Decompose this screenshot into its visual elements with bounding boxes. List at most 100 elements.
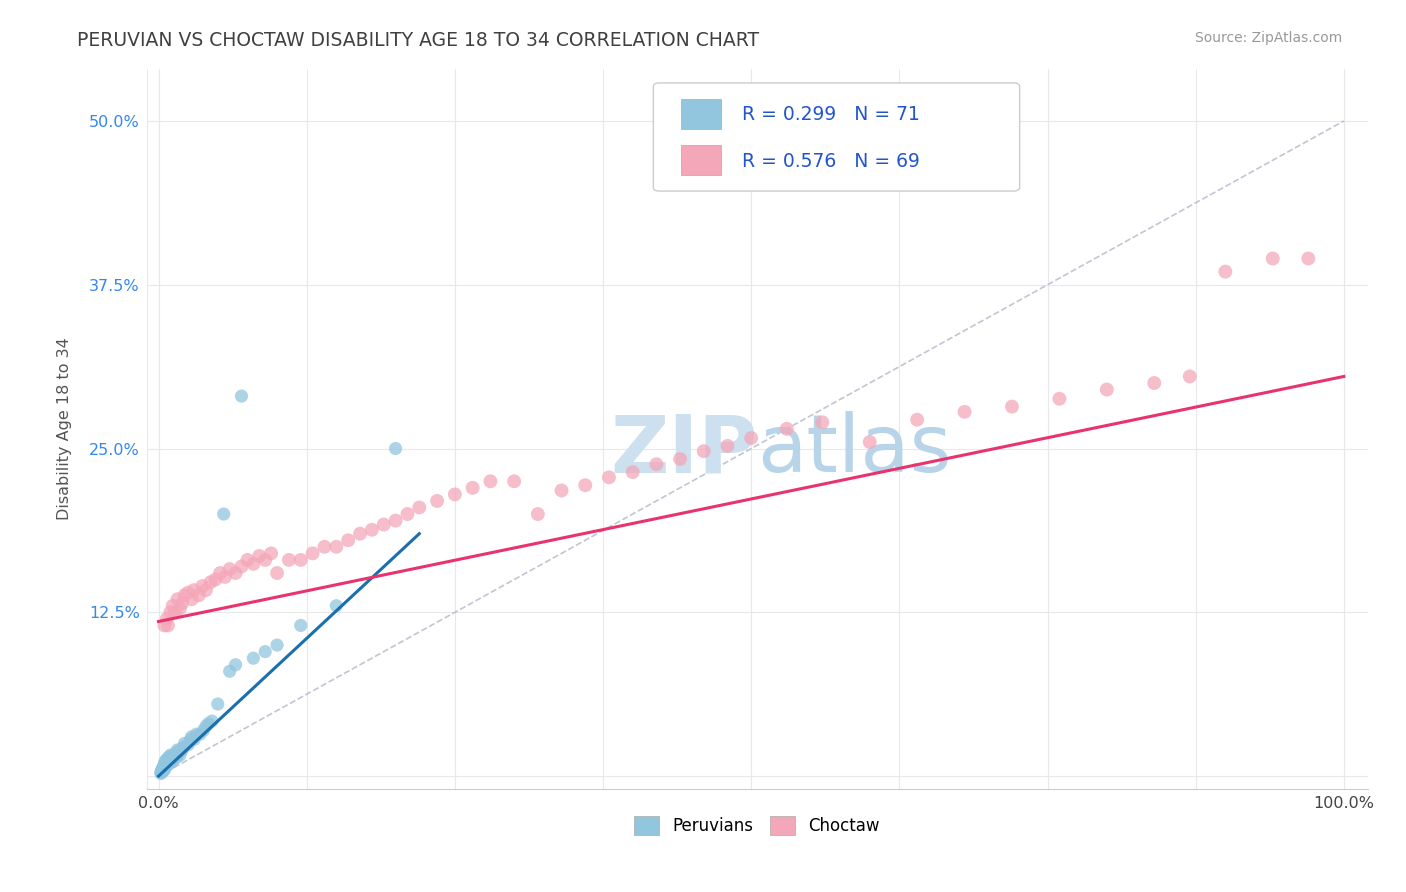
Point bbox=[349, 526, 371, 541]
Point bbox=[153, 756, 176, 770]
Point bbox=[150, 764, 173, 778]
Point bbox=[218, 665, 240, 679]
Point bbox=[166, 743, 188, 757]
Point bbox=[645, 457, 668, 471]
Point bbox=[1298, 252, 1320, 266]
Point bbox=[740, 431, 762, 445]
Point bbox=[218, 562, 240, 576]
Point bbox=[811, 415, 834, 429]
Point bbox=[197, 716, 219, 731]
Point bbox=[225, 566, 247, 580]
Point bbox=[156, 758, 179, 772]
Text: Source: ZipAtlas.com: Source: ZipAtlas.com bbox=[1195, 31, 1343, 45]
Point bbox=[180, 592, 202, 607]
Point bbox=[162, 753, 184, 767]
Point bbox=[396, 507, 419, 521]
Point bbox=[156, 612, 179, 626]
Point bbox=[905, 413, 928, 427]
Point bbox=[325, 599, 347, 613]
Point bbox=[152, 763, 174, 777]
Point bbox=[384, 514, 406, 528]
Point bbox=[152, 761, 174, 775]
Point bbox=[153, 760, 176, 774]
Point bbox=[162, 748, 184, 763]
Point bbox=[693, 444, 716, 458]
Text: atlas: atlas bbox=[758, 411, 952, 490]
Point bbox=[444, 487, 467, 501]
Point bbox=[172, 596, 194, 610]
Point bbox=[155, 757, 177, 772]
Point bbox=[859, 434, 882, 449]
Point bbox=[479, 475, 502, 489]
Point bbox=[172, 743, 194, 757]
Point bbox=[155, 753, 177, 767]
Point bbox=[953, 405, 976, 419]
Point bbox=[152, 761, 174, 775]
Point bbox=[150, 764, 173, 778]
Point bbox=[242, 557, 264, 571]
Point bbox=[207, 697, 229, 711]
Point bbox=[149, 765, 172, 780]
Point bbox=[194, 719, 217, 733]
Point bbox=[153, 618, 176, 632]
Point bbox=[152, 760, 174, 774]
Point bbox=[159, 756, 181, 770]
Point bbox=[156, 756, 179, 770]
Point bbox=[165, 605, 187, 619]
Point bbox=[212, 507, 235, 521]
Point bbox=[290, 618, 312, 632]
Point bbox=[373, 517, 395, 532]
Point bbox=[260, 546, 283, 560]
Point bbox=[1095, 383, 1118, 397]
Point bbox=[1047, 392, 1070, 406]
Point bbox=[180, 732, 202, 747]
Point bbox=[325, 540, 347, 554]
Point bbox=[201, 714, 224, 728]
Point bbox=[598, 470, 620, 484]
Point bbox=[155, 756, 177, 770]
Point bbox=[621, 465, 644, 479]
Point bbox=[266, 566, 288, 580]
Point bbox=[156, 751, 179, 765]
Point bbox=[150, 763, 173, 777]
Point bbox=[254, 553, 277, 567]
Point bbox=[669, 452, 692, 467]
Point bbox=[150, 765, 173, 780]
Point bbox=[173, 588, 195, 602]
FancyBboxPatch shape bbox=[682, 99, 720, 129]
Point bbox=[163, 751, 186, 765]
Point bbox=[155, 760, 177, 774]
Point bbox=[314, 540, 336, 554]
Point bbox=[204, 573, 226, 587]
Point bbox=[153, 763, 176, 777]
Point bbox=[194, 582, 217, 597]
Point bbox=[1178, 369, 1201, 384]
Legend: Peruvians, Choctaw: Peruvians, Choctaw bbox=[634, 815, 880, 835]
Point bbox=[180, 730, 202, 744]
Point bbox=[169, 748, 191, 763]
Point bbox=[157, 752, 180, 766]
Point bbox=[1261, 252, 1284, 266]
Point bbox=[166, 592, 188, 607]
Point bbox=[157, 756, 180, 770]
Point bbox=[160, 753, 183, 767]
Point bbox=[183, 582, 205, 597]
Text: ZIP: ZIP bbox=[610, 411, 758, 490]
Point bbox=[461, 481, 484, 495]
Point bbox=[155, 758, 177, 772]
Point bbox=[503, 475, 526, 489]
Point bbox=[159, 605, 181, 619]
Point bbox=[153, 758, 176, 772]
Point bbox=[156, 753, 179, 767]
Point bbox=[156, 757, 179, 772]
Point bbox=[360, 523, 382, 537]
Point bbox=[159, 748, 181, 763]
Point bbox=[165, 749, 187, 764]
Point bbox=[574, 478, 596, 492]
Point bbox=[200, 575, 222, 590]
Point bbox=[166, 748, 188, 763]
Point bbox=[408, 500, 430, 515]
Point bbox=[177, 738, 200, 752]
Point bbox=[209, 566, 232, 580]
Point bbox=[177, 585, 200, 599]
